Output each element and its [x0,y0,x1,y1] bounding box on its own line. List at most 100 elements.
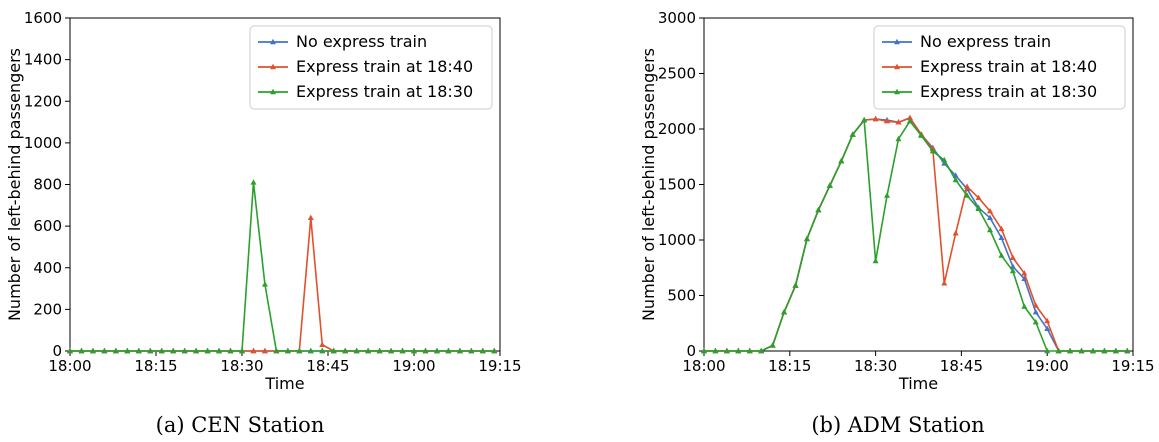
chart-panel-0: 18:00 18:15 18:30 18:45 19:00 19:15 0 200 400 600… [5,9,522,393]
y-tick-label: 1200 [24,92,62,110]
data-point [803,235,810,242]
data-point [964,183,971,189]
data-point [849,131,856,137]
data-point [101,347,108,354]
data-point [147,347,154,354]
data-point [158,347,165,354]
data-point [906,118,913,124]
x-tick-label: 18:15 [768,357,811,375]
data-point [918,132,925,138]
y-tick-label: 600 [33,217,62,235]
y-tick-label: 1000 [24,134,62,152]
x-tick-label: 18:00 [682,357,725,375]
x-axis-label: Time [898,374,938,393]
series-line-2 [70,181,495,352]
x-tick-label: 18:00 [48,357,91,375]
data-point [479,347,486,354]
legend-marker [270,88,276,95]
data-point [468,347,475,354]
y-tick-label: 1000 [658,231,696,249]
x-tick-label: 18:45 [940,357,983,375]
legend-box [249,25,493,110]
data-point [723,347,730,354]
data-point [1032,302,1039,308]
data-point [388,347,395,354]
y-tick-label: 500 [667,287,696,305]
y-tick-label: 400 [33,259,62,277]
legend-marker [270,63,276,70]
x-tick-label: 18:45 [306,357,349,375]
data-point [89,347,96,354]
data-point [1009,263,1016,269]
y-tick-label: 800 [33,176,62,194]
data-point [712,347,719,354]
legend-marker [894,38,900,45]
legend-label: Express train at 18:40 [920,57,1097,76]
data-point [746,347,753,354]
data-point [1124,347,1131,354]
data-point [987,207,993,214]
y-tick-label: 3000 [658,9,696,27]
data-point [365,347,372,354]
data-point [884,118,891,124]
y-tick-label: 200 [33,300,62,318]
data-point [1078,347,1085,354]
data-point [1032,318,1039,325]
legend-box [873,25,1126,110]
legend-label: No express train [920,32,1051,51]
data-point [998,225,1005,232]
data-point [1044,317,1051,324]
legend-label: No express train [296,32,427,51]
data-point [906,114,913,121]
x-tick-label: 19:15 [478,357,521,375]
data-point [1044,325,1051,331]
data-point [1009,254,1016,260]
x-tick-label: 18:15 [134,357,177,375]
data-point [399,347,406,354]
y-tick-label: 1500 [658,176,696,194]
caption-b: (b) ADM Station [811,413,984,437]
data-point [1032,308,1039,315]
data-point [411,347,417,354]
data-point [1112,347,1119,354]
y-tick-label: 0 [686,342,696,360]
legend-marker [270,38,276,45]
data-point [987,226,993,233]
data-point [929,148,936,154]
legend-label: Express train at 18:30 [920,82,1097,101]
data-point [433,347,440,354]
data-point [1101,347,1108,354]
x-tick-label: 18:30 [854,357,897,375]
y-tick-label: 0 [52,342,62,360]
caption-a: (a) CEN Station [156,413,325,437]
data-point [1009,267,1016,274]
data-point [78,347,85,354]
data-point [250,179,257,185]
data-point [952,176,959,183]
data-point [330,347,337,354]
y-tick-label: 2000 [658,120,696,138]
series-layer [701,114,1131,354]
y-tick-label: 1600 [24,9,62,27]
legend-label: Express train at 18:30 [296,82,473,101]
data-point [895,119,902,125]
data-point [1089,347,1096,354]
data-point [135,347,142,354]
data-point [112,347,119,354]
data-point [445,347,452,354]
data-point [735,347,742,354]
data-point [941,280,948,286]
data-point [701,347,707,354]
data-point [353,347,360,354]
x-tick-label: 19:00 [392,357,435,375]
data-point [872,257,879,264]
x-tick-label: 19:00 [1026,357,1069,375]
data-point [1021,303,1028,309]
data-point [181,347,188,354]
data-point [964,192,971,198]
x-axis-label: Time [264,374,304,393]
data-point [895,135,902,142]
data-point [1055,347,1062,354]
legend-marker [894,63,900,70]
